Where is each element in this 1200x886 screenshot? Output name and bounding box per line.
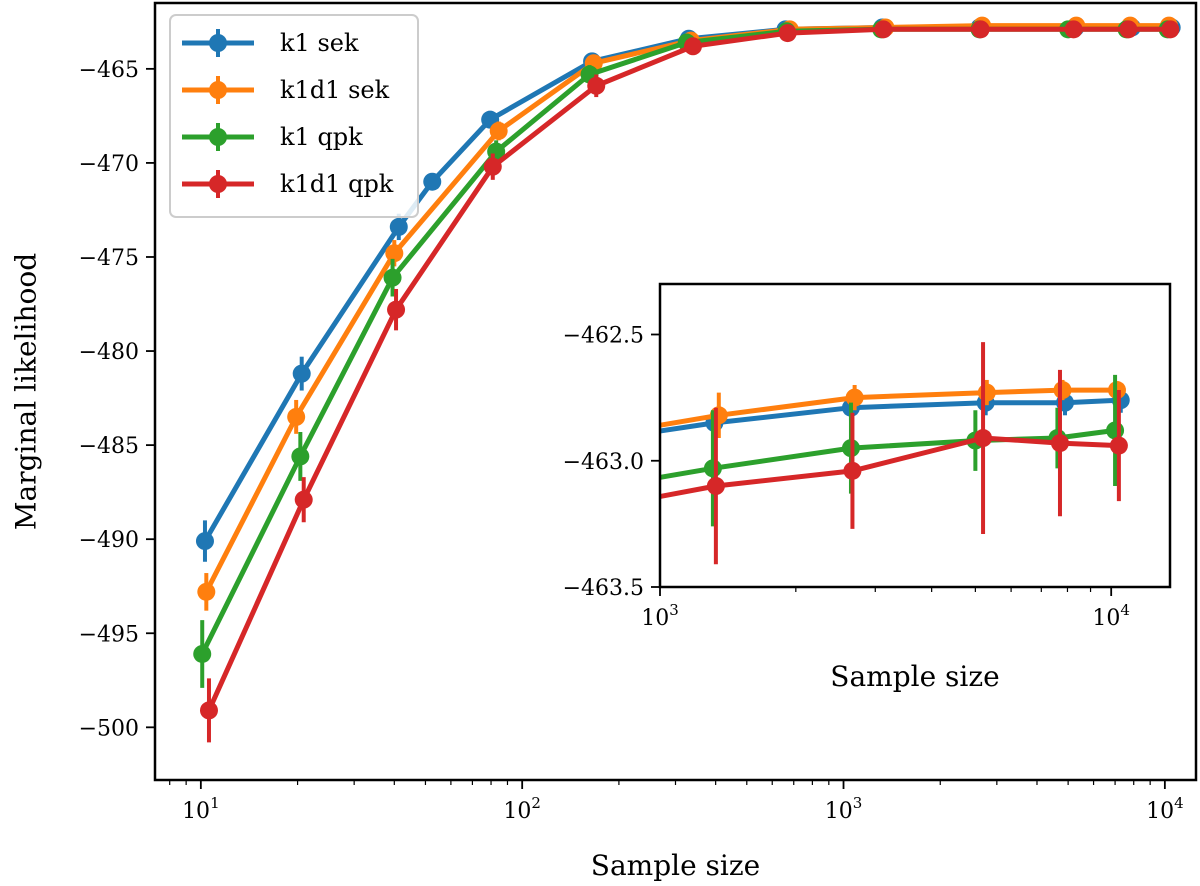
main-y-tick-label: −485 (79, 434, 139, 459)
inset-series-line (660, 435, 1120, 500)
legend-marker (209, 81, 227, 99)
legend-item-k1-sek: k1 sek (182, 29, 359, 57)
main-data-point (199, 701, 218, 720)
inset-plot: 103 104 −462.5 −463.0 −463.5 Sample size (563, 282, 1172, 693)
main-y-axis-label: Marginal likelihood (10, 253, 43, 530)
main-y-tick-label: −495 (79, 622, 139, 647)
main-data-point (291, 447, 310, 466)
main-series-group (193, 16, 1181, 743)
main-data-point (489, 121, 508, 140)
main-data-point (197, 582, 216, 601)
inset-data-point (843, 461, 862, 480)
main-data-point (1119, 20, 1138, 39)
main-data-point (683, 37, 702, 56)
inset-data-point (1050, 434, 1069, 453)
main-data-point (587, 76, 606, 95)
legend-label: k1d1 qpk (280, 170, 394, 198)
main-x-tick-label: 103 (825, 794, 863, 824)
inset-data-point (1053, 381, 1072, 400)
main-x-axis-label: Sample size (591, 849, 760, 882)
main-x-tick-label: 101 (182, 794, 220, 824)
main-series-k1d1-qpk (199, 20, 1180, 743)
main-data-point (971, 20, 990, 39)
inset-x-axis-label: Sample size (830, 660, 999, 693)
inset-data-point (1109, 436, 1128, 455)
main-data-point (195, 532, 214, 551)
inset-data-point (1106, 421, 1125, 440)
inset-data-point (703, 459, 722, 478)
inset-series-line (660, 387, 1117, 428)
legend-label: k1d1 sek (280, 76, 390, 104)
inset-series-line (660, 397, 1121, 434)
legend-label: k1 sek (280, 29, 359, 57)
main-x-tick-label: 102 (503, 794, 541, 824)
inset-data-point (974, 429, 993, 448)
inset-y-tick-label: −463.0 (563, 450, 644, 475)
main-y-tick-label: −490 (79, 528, 139, 553)
inset-series-group (660, 342, 1130, 565)
main-data-point (294, 490, 313, 509)
main-data-point (193, 644, 212, 663)
legend: k1 sek k1d1 sek k1 qpk k1d1 qpk (169, 14, 419, 218)
inset-x-tick-label: 104 (1092, 601, 1130, 631)
legend-item-k1-qpk: k1 qpk (182, 123, 363, 151)
main-data-point (874, 20, 893, 39)
main-y-tick-label: −470 (79, 152, 139, 177)
main-data-point (778, 24, 797, 43)
inset-data-point (845, 388, 864, 407)
main-y-tick-label: −465 (79, 58, 139, 83)
inset-data-point (706, 477, 725, 495)
main-data-point (1161, 20, 1180, 39)
inset-series-line (660, 427, 1116, 480)
main-series-line (206, 26, 1171, 712)
inset-y-tick-label: −462.5 (563, 324, 644, 349)
main-data-point (383, 268, 402, 287)
main-data-point (287, 407, 306, 426)
legend-marker (209, 34, 227, 52)
legend-item-k1d1-sek: k1d1 sek (182, 76, 390, 104)
main-x-tick-label: 104 (1146, 794, 1184, 824)
inset-axes-frame (658, 282, 1172, 589)
inset-x-tick-label: 103 (641, 601, 679, 631)
main-data-point (483, 157, 502, 176)
legend-label: k1 qpk (280, 123, 363, 151)
inset-y-tick-label: −463.5 (563, 576, 644, 601)
main-data-point (387, 300, 406, 319)
main-data-point (389, 217, 408, 236)
main-y-tick-label: −475 (79, 246, 139, 271)
legend-item-k1d1-qpk: k1d1 qpk (182, 170, 394, 198)
main-y-tick-label: −500 (79, 716, 139, 741)
main-data-point (1064, 20, 1083, 39)
inset-series-k1d1-qpk (660, 342, 1128, 565)
main-data-point (292, 364, 311, 383)
main-data-point (423, 172, 442, 191)
main-data-point (385, 244, 404, 263)
inset-data-point (977, 383, 996, 402)
main-y-tick-label: −480 (79, 340, 139, 365)
legend-marker (209, 175, 227, 193)
legend-marker (209, 128, 227, 146)
legend-box (169, 14, 419, 218)
